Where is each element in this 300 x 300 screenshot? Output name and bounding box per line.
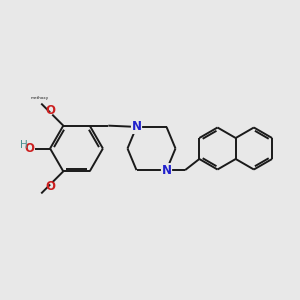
Text: O: O — [45, 104, 55, 118]
Text: N: N — [161, 164, 172, 177]
Text: O: O — [24, 142, 34, 155]
Text: N: N — [131, 120, 142, 134]
Text: O: O — [45, 179, 55, 193]
Text: H: H — [20, 140, 28, 150]
Text: methoxy: methoxy — [31, 96, 49, 100]
